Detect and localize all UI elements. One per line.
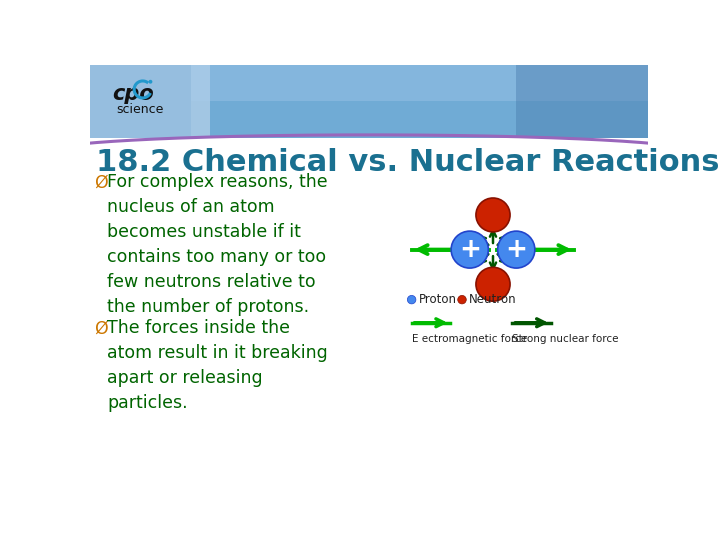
Bar [191, 65, 648, 138]
Circle shape [408, 295, 416, 304]
Text: For complex reasons, the
nucleus of an atom
becomes unstable if it
contains too : For complex reasons, the nucleus of an a… [107, 173, 328, 315]
Text: Strong nuclear force: Strong nuclear force [513, 334, 619, 345]
Text: +: + [505, 238, 527, 264]
Text: 18.2 Chemical vs. Nuclear Reactions: 18.2 Chemical vs. Nuclear Reactions [96, 148, 720, 177]
Circle shape [476, 267, 510, 301]
Text: The forces inside the
atom result in it breaking
apart or releasing
particles.: The forces inside the atom result in it … [107, 319, 328, 412]
Text: +: + [459, 238, 481, 264]
Circle shape [148, 80, 153, 84]
Circle shape [476, 198, 510, 232]
Circle shape [451, 231, 488, 268]
Bar [90, 65, 210, 138]
Text: Ø: Ø [94, 173, 107, 191]
Bar [90, 65, 648, 138]
Text: Neutron: Neutron [469, 293, 517, 306]
Text: Ø: Ø [94, 320, 107, 338]
Circle shape [458, 295, 467, 304]
Text: Proton: Proton [418, 293, 456, 306]
Text: cpo: cpo [112, 84, 153, 104]
Bar [191, 65, 648, 101]
Text: E ectromagnetic force: E ectromagnetic force [412, 334, 527, 345]
Circle shape [498, 231, 535, 268]
Text: science: science [117, 103, 164, 116]
Bar [516, 65, 648, 138]
